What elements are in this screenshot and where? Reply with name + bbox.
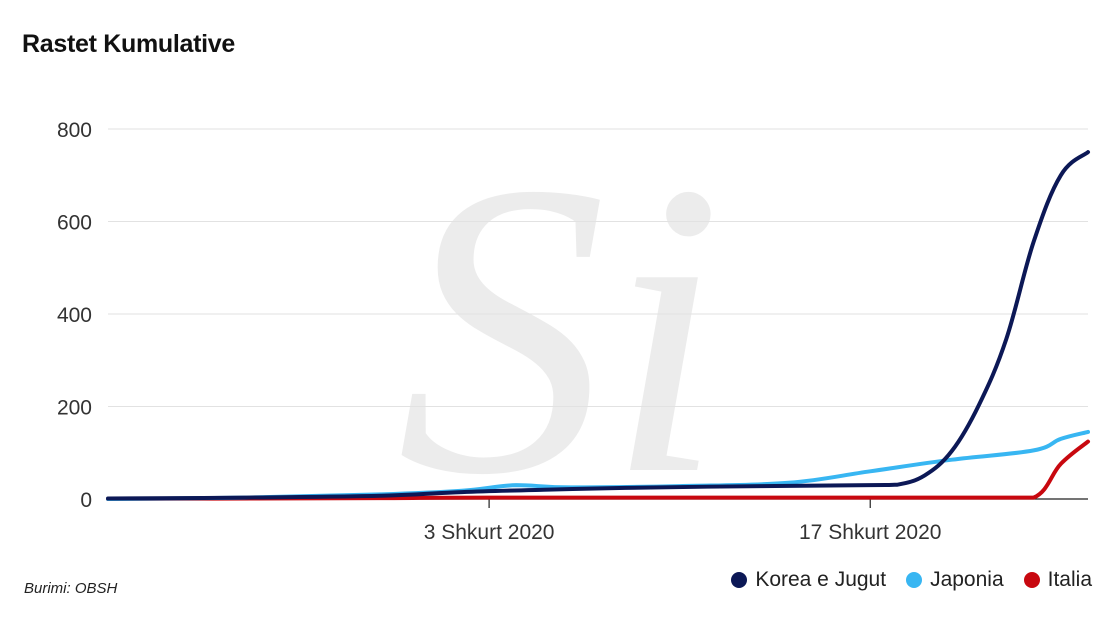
watermark-logo: Si	[397, 96, 724, 561]
source-note: Burimi: OBSH	[24, 580, 118, 597]
legend: Korea e Jugut Japonia Italia	[731, 568, 1092, 592]
y-tick-label-600: 600	[57, 212, 92, 235]
legend-label: Italia	[1047, 568, 1092, 591]
legend-marker	[1023, 572, 1040, 588]
x-tick-label-0: 3 Shkurt 2020	[424, 521, 555, 544]
legend-item: Italia	[1023, 568, 1092, 592]
chart-title: Rastet Kumulative	[22, 30, 236, 58]
y-tick-label-800: 800	[57, 119, 92, 142]
series-line-korea-e-jugut	[106, 150, 1090, 501]
x-tick-label-1: 17 Shkurt 2020	[799, 521, 941, 544]
y-tick-label-0: 0	[80, 489, 92, 512]
series-lines	[106, 150, 1090, 501]
svg-text:Si: Si	[397, 96, 724, 561]
legend-item: Japonia	[906, 568, 1004, 592]
legend-item: Korea e Jugut	[731, 568, 886, 592]
legend-marker	[906, 572, 923, 588]
legend-marker	[731, 572, 748, 588]
y-tick-label-200: 200	[57, 397, 92, 420]
legend-label: Japonia	[930, 568, 1004, 591]
series-line-italia	[106, 439, 1090, 501]
legend-label: Korea e Jugut	[755, 568, 887, 591]
tick-labels: 0 200 400 600 800 3 Shkurt 2020 17 Shkurt 2020	[57, 119, 941, 544]
y-tick-label-400: 400	[57, 304, 92, 327]
grid-lines	[108, 128, 1088, 407]
